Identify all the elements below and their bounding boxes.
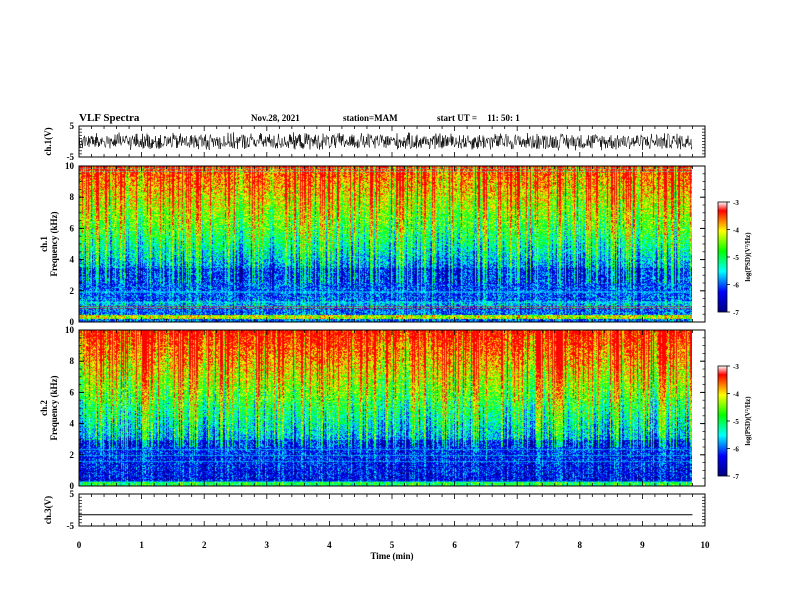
ch2-colorbar (717, 365, 728, 477)
start-time-group: start UT = 11: 50: 1 (437, 113, 520, 123)
y-tick-label: 0 (70, 317, 75, 327)
x-tick-label: 6 (452, 540, 457, 550)
ch2-colorbar-label: log(PSD)(V²/Hz) (744, 396, 752, 446)
x-tick-label: 10 (701, 540, 711, 550)
start-time-label: start UT = (437, 113, 477, 123)
start-time-value: 11: 50: 1 (487, 113, 520, 123)
x-tick-label: 2 (202, 540, 207, 550)
colorbar-tick-label: -7 (733, 473, 739, 481)
x-tick-label: 7 (515, 540, 520, 550)
y-tick-label: 4 (70, 255, 75, 265)
ch3-waveform-ylabel: ch.3(V) (43, 496, 53, 524)
ch1-colorbar-label: log(PSD)(V²/Hz) (744, 232, 752, 282)
y-tick-label: 6 (70, 387, 75, 397)
y-tick-label: 10 (65, 325, 75, 335)
colorbar-tick-label: -5 (733, 418, 739, 426)
y-tick-label: 4 (70, 419, 75, 429)
ch1-waveform-ylabel: ch.1(V) (43, 127, 53, 155)
x-tick-label: 3 (265, 540, 270, 550)
colorbar-tick-label: -3 (733, 363, 739, 371)
colorbar-tick-label: -6 (733, 446, 739, 454)
station-label: station=MAM (343, 113, 398, 123)
y-tick-label: 2 (70, 450, 75, 460)
x-tick-label: 0 (77, 540, 82, 550)
chart-title: VLF Spectra (79, 112, 140, 124)
ch1-spectrogram-heatmap (79, 166, 692, 322)
y-tick-label: 8 (70, 192, 75, 202)
colorbar-tick-label: -5 (733, 254, 739, 262)
x-axis-label: Time (min) (370, 551, 413, 561)
y-tick-label: 10 (65, 161, 75, 171)
colorbar-tick-label: -4 (733, 227, 739, 235)
x-tick-label: 8 (578, 540, 583, 550)
ch2-spectro-ylabel-freq: Frequency (kHz) (49, 375, 59, 440)
y-tick-label: -5 (67, 521, 75, 531)
colorbar-tick-label: -3 (733, 199, 739, 207)
recording-date: Nov.28, 2021 (251, 113, 300, 123)
ch1-spectro-ylabel-freq: Frequency (kHz) (49, 211, 59, 276)
y-tick-label: 2 (70, 286, 75, 296)
ch2-spectro-ylabel-channel: ch.2 (39, 400, 49, 416)
ch1-spectro-ylabel-channel: ch.1 (39, 236, 49, 252)
y-tick-label: -5 (67, 152, 75, 162)
x-tick-label: 4 (327, 540, 332, 550)
colorbar-tick-label: -6 (733, 282, 739, 290)
x-tick-label: 5 (390, 540, 395, 550)
ch1-waveform-trace (78, 132, 693, 151)
colorbar-tick-label: -7 (733, 309, 739, 317)
x-tick-label: 9 (640, 540, 645, 550)
y-tick-label: 8 (70, 356, 75, 366)
y-tick-label: 5 (70, 489, 75, 499)
colorbar-tick-label: -4 (733, 391, 739, 399)
ch1-colorbar (717, 201, 728, 313)
y-tick-label: 5 (70, 121, 75, 131)
y-tick-label: 6 (70, 223, 75, 233)
x-tick-label: 1 (139, 540, 144, 550)
y-tick-label: 0 (70, 481, 75, 491)
ch2-spectrogram-heatmap (79, 330, 692, 486)
